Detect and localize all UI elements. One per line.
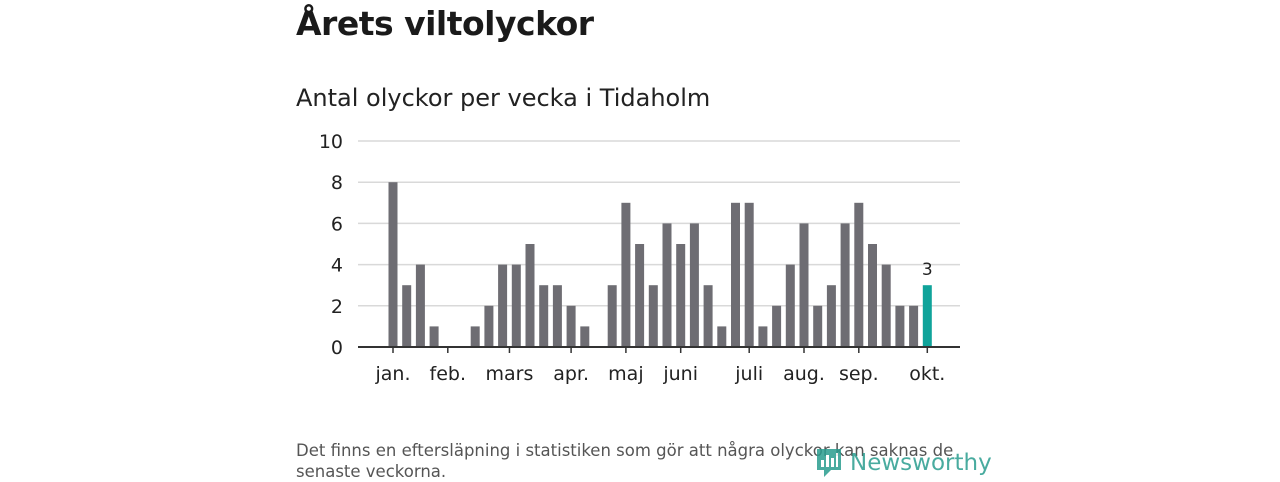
footnote: Det finns en eftersläpning i statistiken… bbox=[296, 441, 954, 481]
y-tick-label: 4 bbox=[331, 255, 343, 277]
bar bbox=[772, 305, 782, 347]
bar bbox=[785, 264, 795, 347]
bar bbox=[648, 285, 658, 347]
x-tick-label: aug. bbox=[783, 363, 825, 385]
bar bbox=[580, 326, 590, 347]
data-labels: 3 bbox=[922, 260, 933, 280]
x-tick-label: juni bbox=[662, 363, 698, 385]
bar bbox=[854, 202, 864, 347]
bar bbox=[909, 305, 919, 347]
bars bbox=[388, 182, 932, 347]
bar bbox=[470, 326, 480, 347]
bar bbox=[689, 223, 699, 347]
bar bbox=[539, 285, 549, 347]
bar bbox=[484, 305, 494, 347]
x-tick-label: maj bbox=[608, 363, 643, 385]
x-axis-ticks bbox=[392, 347, 929, 353]
x-tick-label: okt. bbox=[909, 363, 945, 385]
bar bbox=[922, 285, 932, 347]
bar bbox=[881, 264, 891, 347]
bar bbox=[621, 202, 631, 347]
y-tick-label: 2 bbox=[331, 296, 343, 318]
chart-subtitle: Antal olyckor per vecka i Tidaholm bbox=[296, 84, 711, 112]
bar bbox=[402, 285, 412, 347]
bar bbox=[799, 223, 809, 347]
bar bbox=[676, 244, 686, 347]
page-title: Årets viltolyckor bbox=[296, 4, 594, 43]
x-tick-label: jan. bbox=[374, 363, 410, 385]
bar bbox=[868, 244, 877, 347]
brand-name: Newsworthy bbox=[850, 450, 992, 476]
bar bbox=[813, 305, 823, 347]
y-tick-label: 8 bbox=[331, 172, 343, 194]
bar bbox=[717, 326, 727, 347]
bar bbox=[840, 223, 850, 347]
bar bbox=[895, 305, 905, 347]
bar bbox=[511, 264, 521, 347]
bar bbox=[731, 202, 740, 347]
bar bbox=[635, 244, 645, 347]
bar bbox=[607, 285, 617, 347]
x-tick-label: apr. bbox=[553, 363, 589, 385]
bar bbox=[744, 202, 754, 347]
bar bbox=[552, 285, 562, 347]
y-tick-label: 10 bbox=[319, 131, 343, 153]
bar bbox=[703, 285, 713, 347]
y-tick-label: 0 bbox=[331, 337, 343, 359]
x-tick-label: sep. bbox=[839, 363, 879, 385]
highlight-value-label: 3 bbox=[922, 260, 933, 280]
y-axis-labels: 0 2 4 6 8 10 bbox=[319, 131, 343, 359]
bar bbox=[758, 326, 768, 347]
bar bbox=[525, 244, 535, 347]
x-tick-label: feb. bbox=[430, 363, 466, 385]
bar bbox=[415, 264, 425, 347]
brand-logo: Newsworthy bbox=[814, 446, 992, 480]
bar bbox=[826, 285, 836, 347]
bar bbox=[498, 264, 508, 347]
y-tick-label: 6 bbox=[331, 213, 343, 235]
bar bbox=[429, 326, 439, 347]
bar bbox=[566, 305, 576, 347]
x-axis-labels: jan. feb. mars apr. maj juni juli aug. sep. okt. bbox=[374, 363, 945, 385]
bar bbox=[662, 223, 672, 347]
newsworthy-logo-icon bbox=[817, 449, 841, 477]
x-tick-label: mars bbox=[486, 363, 534, 385]
bar bbox=[388, 182, 398, 347]
x-tick-label: juli bbox=[734, 363, 763, 385]
